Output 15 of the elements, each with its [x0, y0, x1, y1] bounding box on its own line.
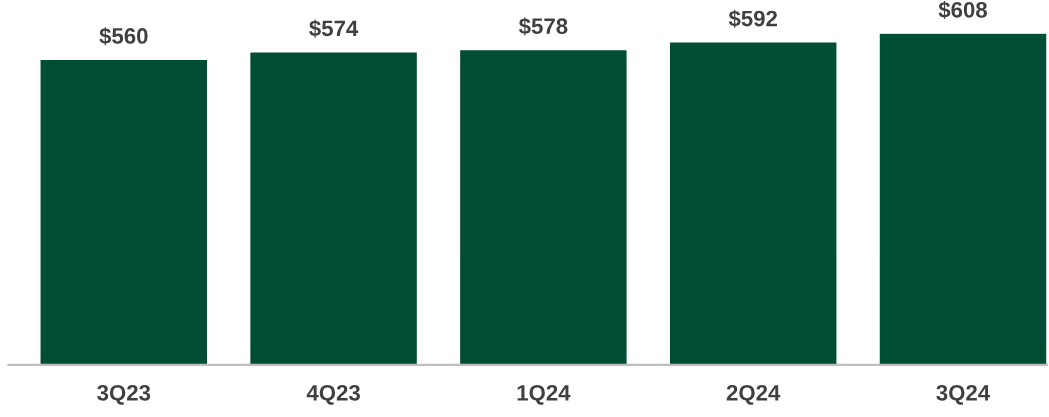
bar: [248, 51, 419, 365]
x-tick-label: 4Q23: [306, 384, 360, 405]
x-tick-label: 3Q23: [97, 384, 151, 405]
x-tick-label: 1Q24: [517, 384, 571, 405]
bar: [39, 58, 209, 365]
x-tick-label: 2Q24: [726, 384, 781, 405]
data-label: $592: [728, 9, 778, 28]
data-label: $608: [938, 0, 988, 20]
bar: [458, 48, 628, 365]
x-tick-label: 3Q24: [936, 384, 991, 405]
data-label: $578: [518, 17, 568, 36]
data-label: $574: [309, 19, 359, 38]
bar: [878, 32, 1047, 365]
data-label: $560: [99, 27, 148, 46]
bar: [668, 41, 838, 365]
